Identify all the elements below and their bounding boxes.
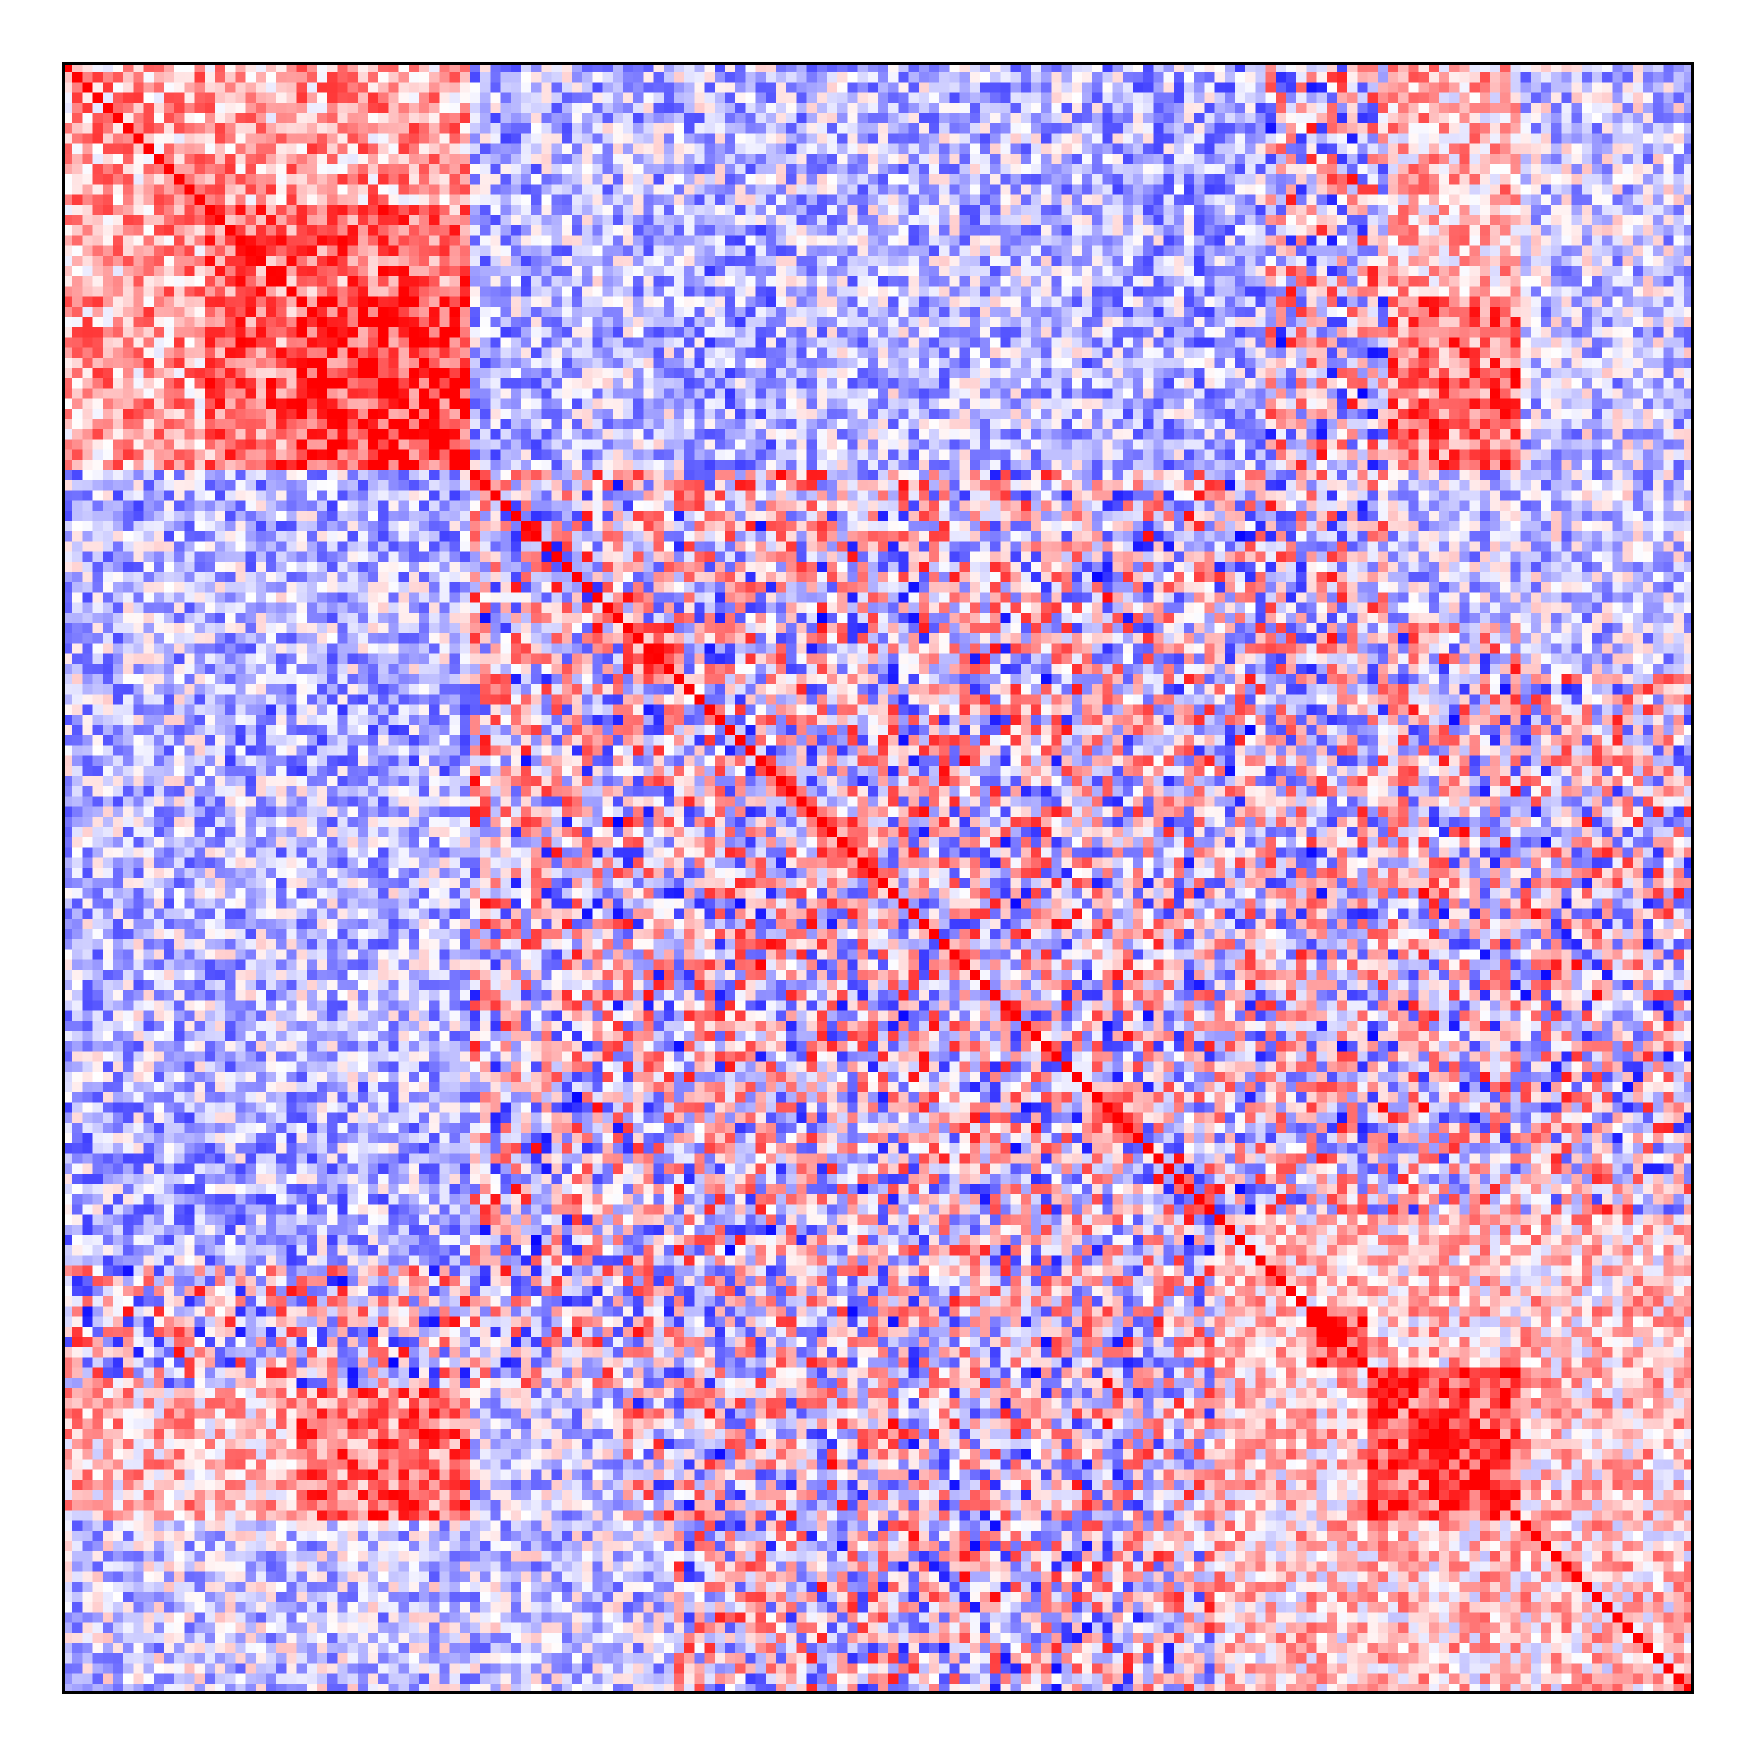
correlation-heatmap [62, 62, 1694, 1694]
